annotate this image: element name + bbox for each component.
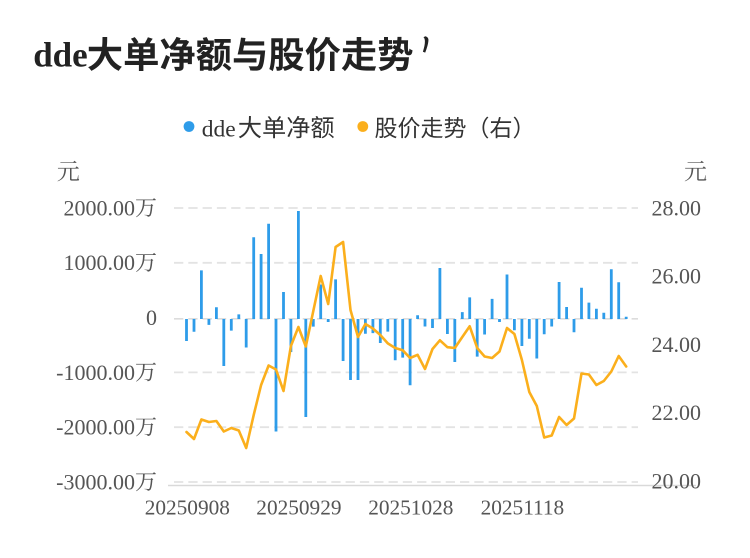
svg-text:2000.00: 2000.00 (64, 195, 136, 220)
svg-text:-1000.00: -1000.00 (56, 360, 135, 385)
svg-text:20251118: 20251118 (481, 496, 565, 520)
svg-text:20251028: 20251028 (368, 496, 453, 520)
svg-text:24.00: 24.00 (652, 332, 702, 357)
svg-text:0: 0 (146, 305, 157, 330)
svg-text:-2000.00: -2000.00 (56, 415, 135, 440)
svg-text:20250908: 20250908 (145, 496, 230, 520)
svg-text:20250929: 20250929 (256, 496, 341, 520)
svg-text:20.00: 20.00 (652, 468, 702, 493)
svg-text:26.00: 26.00 (652, 264, 702, 289)
svg-text:-3000.00: -3000.00 (56, 469, 135, 494)
svg-text:dde: dde (202, 116, 236, 142)
svg-text:22.00: 22.00 (652, 400, 702, 425)
svg-text:dde: dde (33, 36, 87, 75)
svg-text:28.00: 28.00 (652, 195, 702, 220)
svg-text:1000.00: 1000.00 (64, 250, 136, 275)
